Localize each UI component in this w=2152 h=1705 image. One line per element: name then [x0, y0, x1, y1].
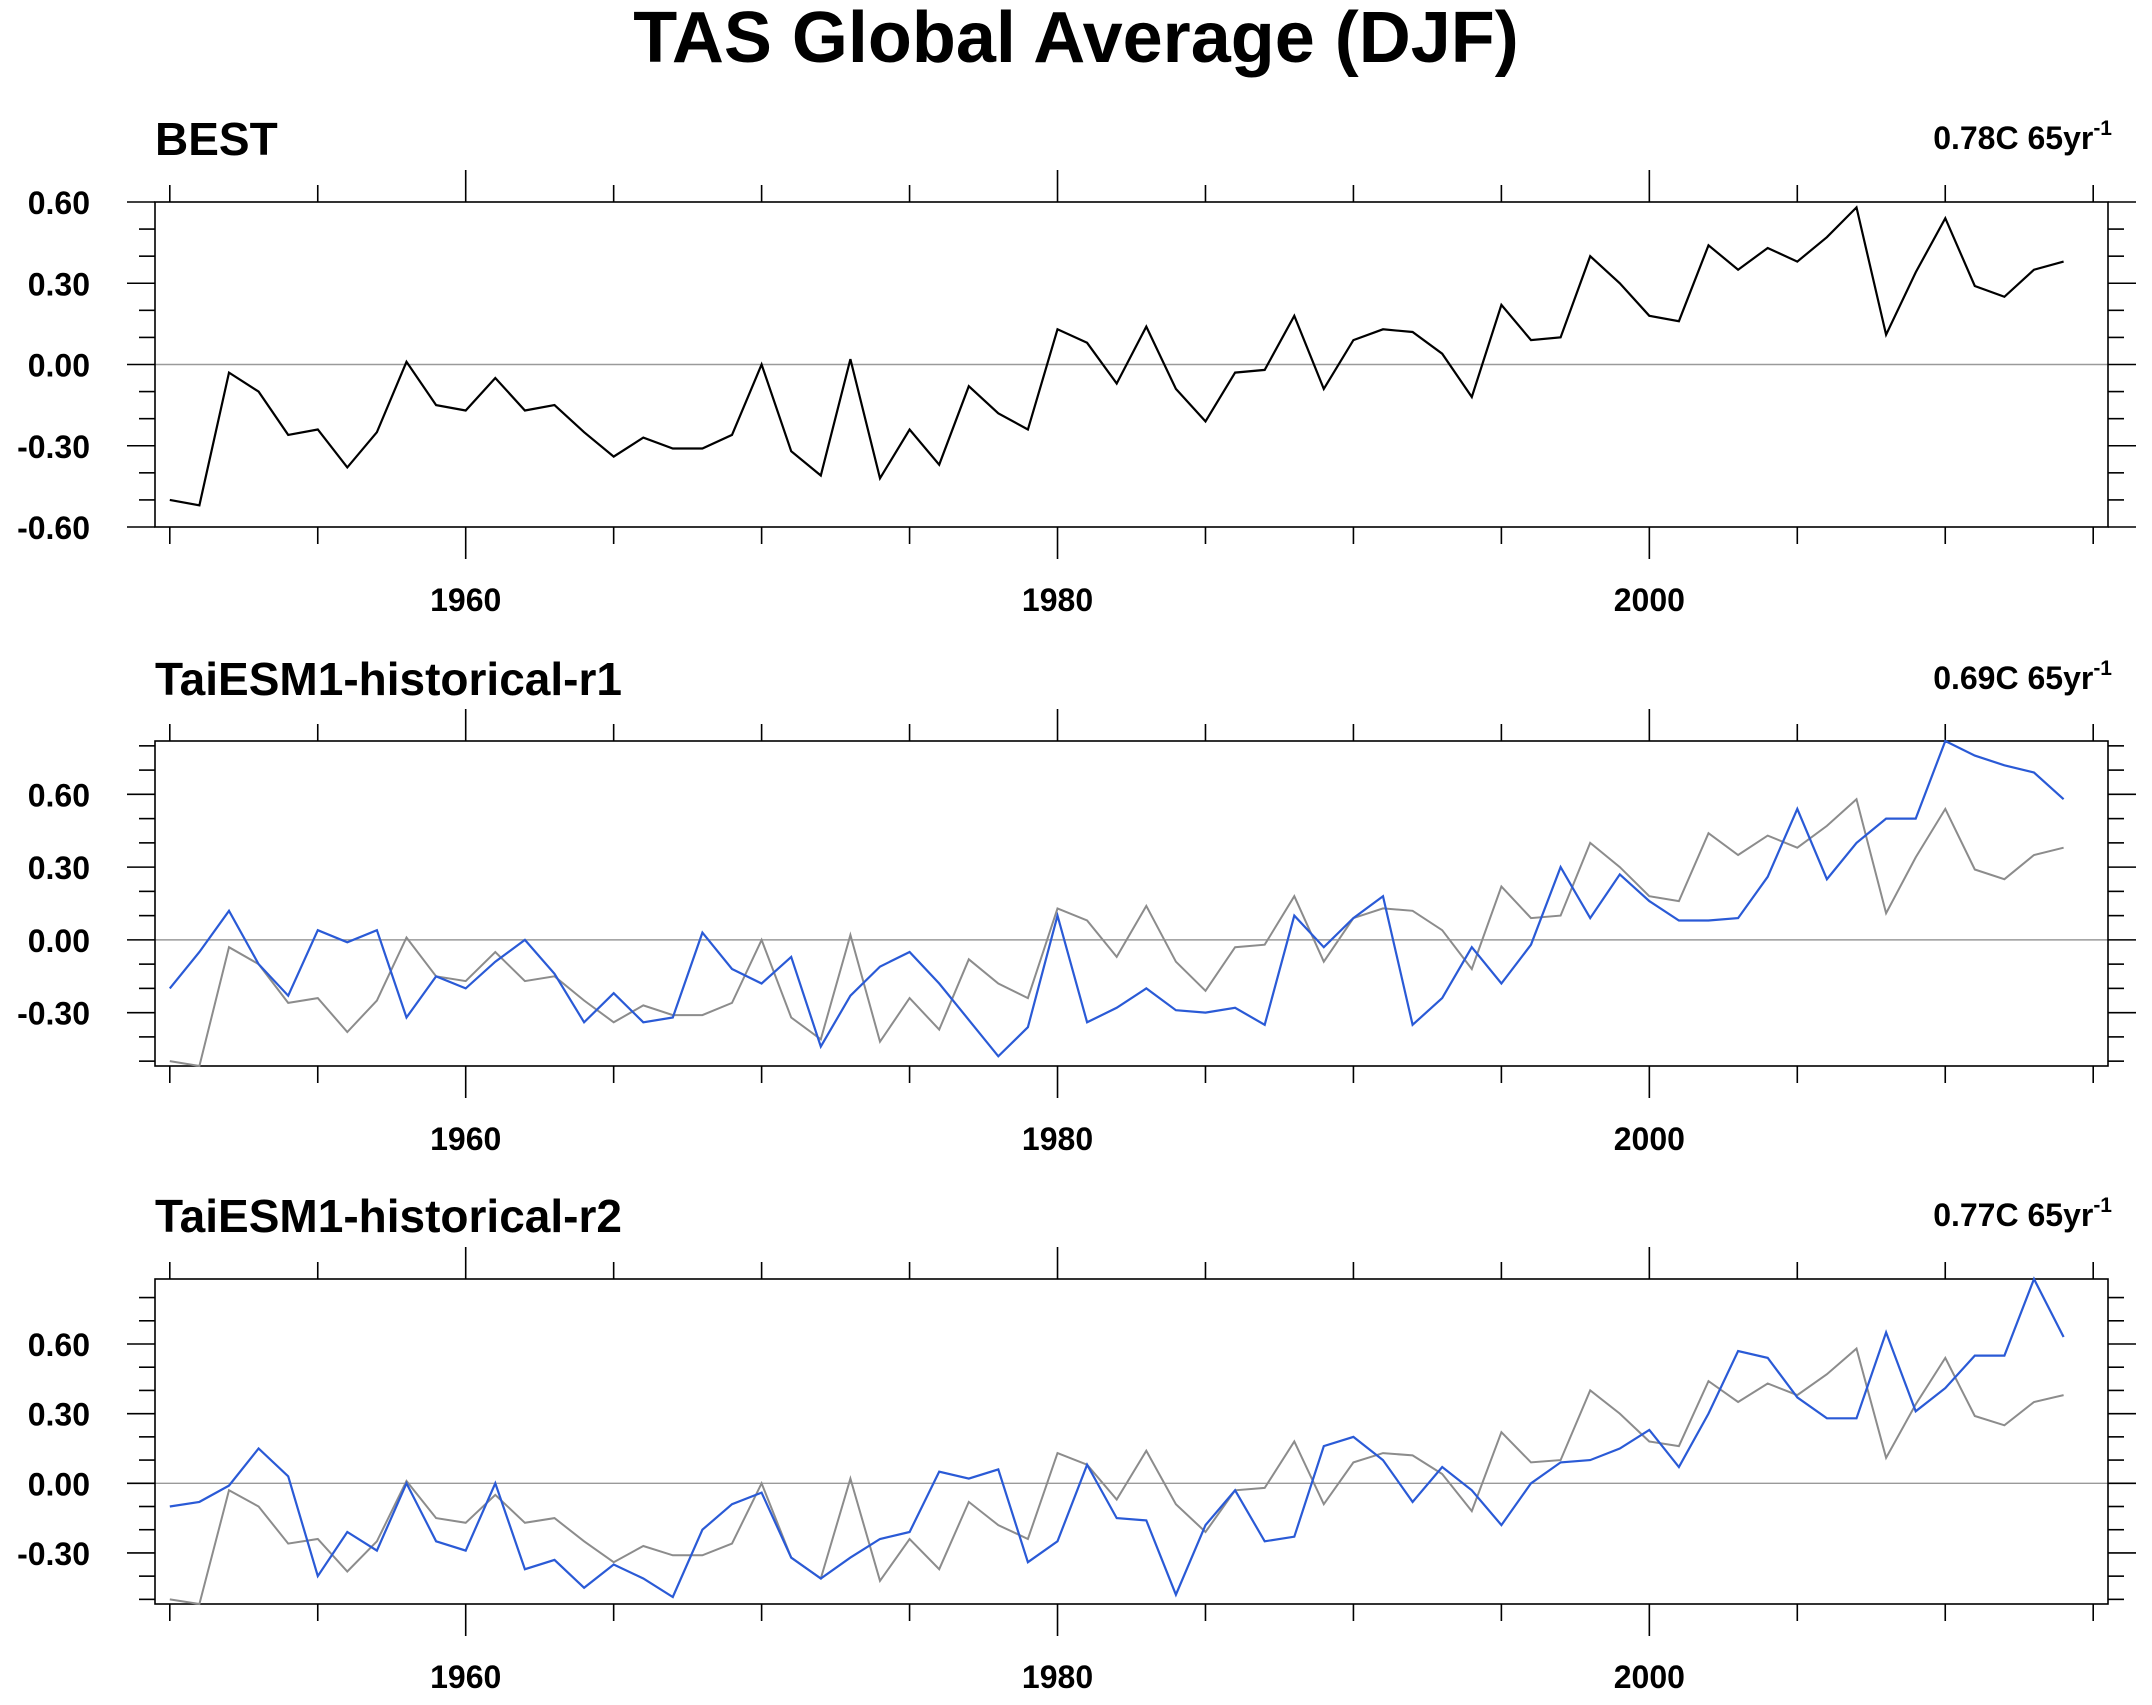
trend-exponent: -1 — [2093, 657, 2112, 680]
panel-title: TaiESM1-historical-r1 — [155, 653, 622, 705]
x-tick-label: 2000 — [1614, 582, 1685, 618]
y-tick-label: 0.60 — [28, 1327, 90, 1363]
x-tick-label: 2000 — [1614, 1121, 1685, 1157]
y-tick-label: -0.60 — [17, 510, 90, 546]
y-tick-label: 0.30 — [28, 1397, 90, 1433]
trend-label: 0.78C 65yr-1 — [1933, 117, 2112, 156]
y-tick-label: 0.30 — [28, 266, 90, 302]
reference-series-line — [169, 205, 2064, 507]
x-tick-label: 1980 — [1022, 582, 1093, 618]
trend-exponent: -1 — [2093, 1194, 2112, 1217]
x-tick-label: 1980 — [1022, 1121, 1093, 1157]
plot-area: 1960 1980 2000 -0.30 0.00 0.30 0.60 — [17, 1247, 2136, 1695]
y-tick-label: 0.30 — [28, 850, 90, 886]
trend-value: 0.77C 65yr — [1933, 1197, 2093, 1233]
main-title: TAS Global Average (DJF) — [633, 0, 1518, 78]
trend-label: 0.69C 65yr-1 — [1933, 657, 2112, 696]
x-tick-label: 1960 — [430, 1121, 501, 1157]
panel-taiesm1-r2: TaiESM1-historical-r2 0.77C 65yr-1 1960 1… — [17, 1190, 2136, 1695]
plot-frame — [154, 1278, 2109, 1605]
trend-value: 0.69C 65yr — [1933, 660, 2093, 696]
panel-best: BEST 0.78C 65yr-1 1960 1980 2000 -0.60 -0.30… — [17, 113, 2136, 618]
plot-area: 1960 1980 2000 -0.60 -0.30 0.00 0.30 0.60 — [17, 170, 2136, 618]
reference-series-line — [169, 1346, 2064, 1606]
reference-series-line — [169, 797, 2064, 1068]
panel-taiesm1-r1: TaiESM1-historical-r1 0.69C 65yr-1 1960 1… — [17, 653, 2136, 1157]
panel-title: TaiESM1-historical-r2 — [155, 1190, 622, 1242]
y-tick-label: 0.60 — [28, 185, 90, 221]
y-tick-label: 0.00 — [28, 923, 90, 959]
plot-area: 1960 1980 2000 -0.30 0.00 0.30 0.60 — [17, 709, 2136, 1157]
y-tick-label: 0.00 — [28, 1466, 90, 1502]
y-tick-label: 0.60 — [28, 777, 90, 813]
x-tick-label: 2000 — [1614, 1659, 1685, 1695]
x-tick-label: 1960 — [430, 582, 501, 618]
panel-title: BEST — [155, 113, 278, 165]
y-tick-label: -0.30 — [17, 1536, 90, 1572]
model-series-line — [169, 1276, 2065, 1599]
x-tick-label: 1980 — [1022, 1659, 1093, 1695]
plot-frame — [154, 740, 2109, 1067]
trend-exponent: -1 — [2093, 117, 2112, 140]
y-tick-label: -0.30 — [17, 996, 90, 1032]
trend-value: 0.78C 65yr — [1933, 120, 2093, 156]
x-tick-label: 1960 — [430, 1659, 501, 1695]
y-tick-label: 0.00 — [28, 348, 90, 384]
y-tick-label: -0.30 — [17, 429, 90, 465]
model-series-line — [168, 739, 2065, 1058]
trend-label: 0.77C 65yr-1 — [1933, 1194, 2112, 1233]
